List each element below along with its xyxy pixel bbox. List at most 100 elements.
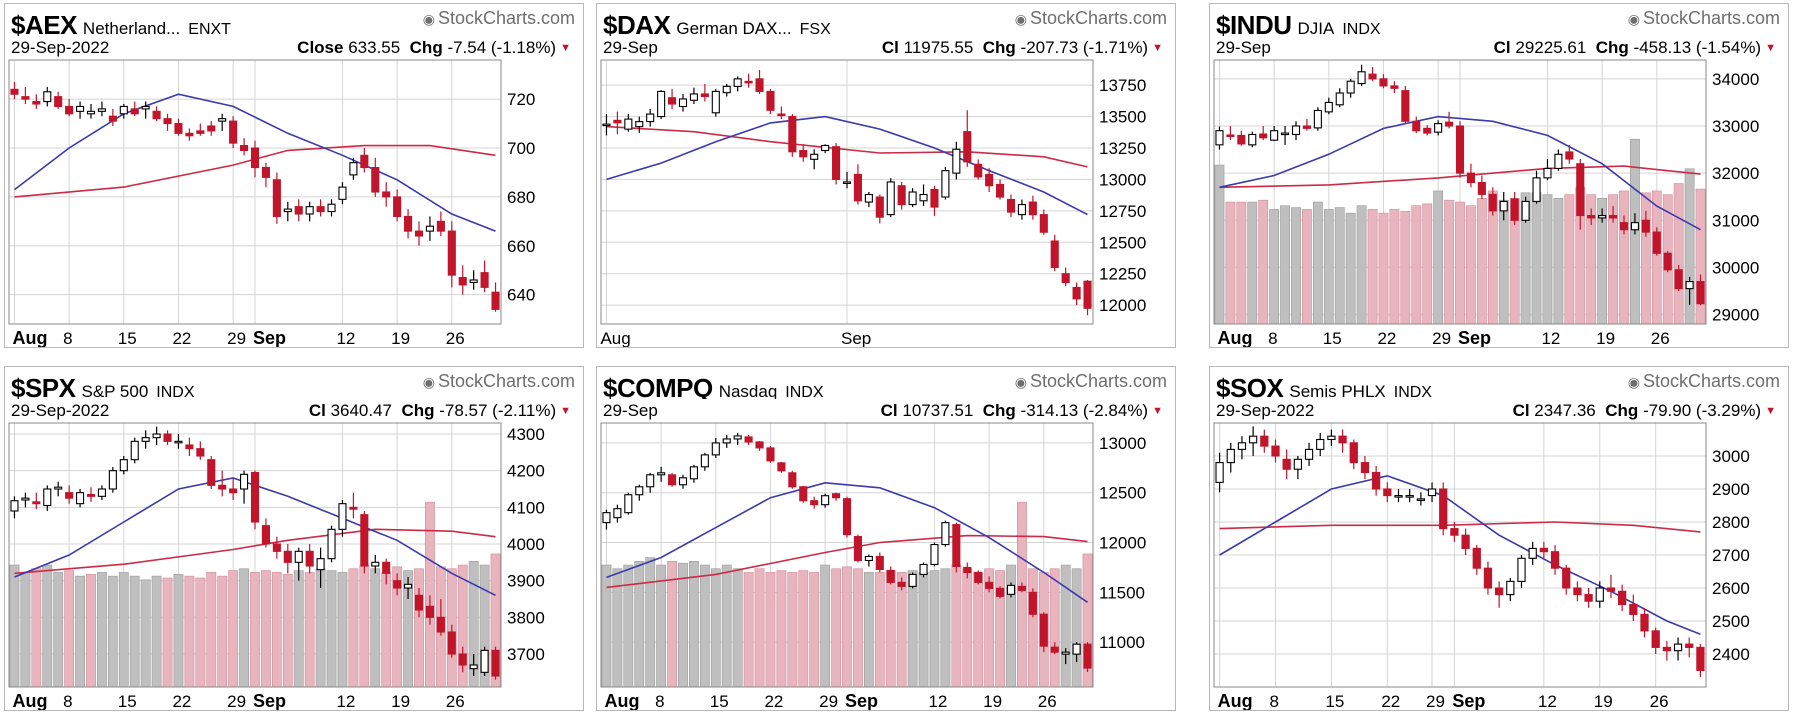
- volume-bar: [228, 570, 239, 688]
- candle: [963, 110, 972, 167]
- volume-bar: [765, 572, 776, 688]
- candle-body: [1072, 643, 1081, 655]
- candle-body: [185, 444, 194, 450]
- y-tick-label: 33000: [1712, 117, 1759, 136]
- candle: [821, 493, 830, 508]
- candle: [141, 101, 150, 119]
- x-tick-label: 8: [63, 692, 72, 710]
- candle: [842, 496, 852, 538]
- chart-panel-compq[interactable]: $COMPQ Nasdaq INDX ◉ StockCharts.com 29-Sep…: [596, 366, 1176, 711]
- volume-bar: [1651, 190, 1662, 325]
- volume-bar: [1247, 201, 1258, 325]
- chart-panel-indu[interactable]: $INDU DJIA INDX ◉ StockCharts.com 29-Sep Cl…: [1209, 3, 1789, 348]
- volume-bar: [699, 564, 710, 688]
- candle-body: [941, 170, 950, 198]
- candle: [491, 282, 500, 312]
- ma-slow-line: [1219, 521, 1701, 533]
- volume-bar: [1280, 205, 1290, 325]
- candle-body: [821, 144, 830, 152]
- volume-bar: [1422, 203, 1433, 325]
- quote-date: 29-Sep-2022: [11, 401, 110, 420]
- candle-body: [1427, 488, 1437, 497]
- index-name: Nasdaq: [718, 382, 778, 399]
- candle: [689, 87, 698, 104]
- candle-body: [491, 649, 500, 677]
- candle: [875, 552, 884, 573]
- candle-body: [1394, 495, 1403, 498]
- candle: [974, 159, 983, 180]
- candle: [130, 101, 139, 117]
- candle: [1248, 131, 1257, 148]
- y-tick-label: 3700: [507, 645, 545, 664]
- chart-panel-aex[interactable]: $AEX Netherland... ENXT ◉ StockCharts.com 2…: [4, 3, 584, 348]
- x-tick-label: 15: [710, 692, 729, 710]
- candle: [404, 209, 413, 239]
- candle: [414, 221, 424, 246]
- candle: [1423, 125, 1432, 136]
- volume-bar: [787, 572, 798, 688]
- candle: [43, 485, 52, 511]
- volume-bar: [1367, 209, 1378, 325]
- candle: [250, 470, 260, 530]
- candle-body: [1685, 643, 1694, 648]
- candle-body: [624, 494, 633, 514]
- candle-body: [1576, 163, 1585, 217]
- candle-body: [294, 550, 303, 563]
- candle: [1006, 582, 1016, 598]
- volume-bar: [710, 568, 721, 688]
- candle-body: [602, 512, 611, 524]
- candle: [1412, 116, 1421, 134]
- y-tick-label: 640: [507, 286, 535, 305]
- candle-body: [327, 203, 336, 213]
- volume-bar: [1225, 201, 1236, 325]
- candle-body: [97, 108, 106, 112]
- candle-body: [1641, 219, 1650, 233]
- candle-body: [76, 492, 85, 505]
- candle-body: [152, 433, 161, 439]
- y-tick-label: 13750: [1099, 76, 1146, 95]
- candle-body: [788, 472, 797, 488]
- candle-body: [886, 569, 895, 583]
- plot-frame: [600, 422, 1094, 688]
- candle-body: [229, 488, 238, 494]
- candle-body: [316, 558, 325, 571]
- change-value: -207.73 (-1.71%): [1020, 38, 1149, 57]
- x-tick-label: Sep: [253, 691, 286, 710]
- candle-body: [1466, 172, 1475, 184]
- change-value: -458.13 (-1.54%): [1633, 38, 1762, 57]
- chart-panel-dax[interactable]: $DAX German DAX... FSX ◉ StockCharts.com 29…: [596, 3, 1176, 348]
- candle-body: [930, 188, 939, 208]
- x-tick-label: 22: [172, 692, 191, 710]
- volume-bar: [645, 557, 656, 688]
- logo-icon: ◉: [1014, 374, 1027, 390]
- x-tick-label: 26: [446, 329, 465, 347]
- chart-panel-spx[interactable]: $SPX S&P 500 INDX ◉ StockCharts.com 29-Sep-…: [4, 366, 584, 711]
- candle: [657, 90, 666, 120]
- change-value: -78.57 (-2.11%): [439, 401, 557, 420]
- candle-body: [1017, 585, 1026, 591]
- candle-body: [1259, 133, 1268, 139]
- candle-body: [689, 466, 698, 480]
- candle-body: [657, 90, 666, 118]
- candle: [853, 164, 862, 205]
- candle-body: [141, 105, 150, 110]
- candle: [371, 555, 380, 574]
- candle: [1226, 442, 1235, 473]
- volume-bar: [1389, 209, 1400, 325]
- candle: [294, 199, 303, 222]
- candle-body: [469, 279, 478, 283]
- candle: [65, 485, 74, 504]
- candle-body: [382, 561, 391, 574]
- candle-body: [722, 85, 731, 94]
- candle: [1061, 267, 1070, 287]
- candle-body: [250, 147, 260, 169]
- candle-body: [1390, 85, 1399, 89]
- ma-fast-line: [606, 115, 1088, 216]
- candle-body: [853, 173, 862, 202]
- candle: [54, 91, 63, 109]
- candle: [1499, 192, 1508, 221]
- candle: [1237, 436, 1247, 460]
- chart-panel-sox[interactable]: $SOX Semis PHLX INDX ◉ StockCharts.com 29-S…: [1209, 366, 1789, 711]
- candle: [491, 646, 500, 680]
- candle-body: [908, 573, 917, 587]
